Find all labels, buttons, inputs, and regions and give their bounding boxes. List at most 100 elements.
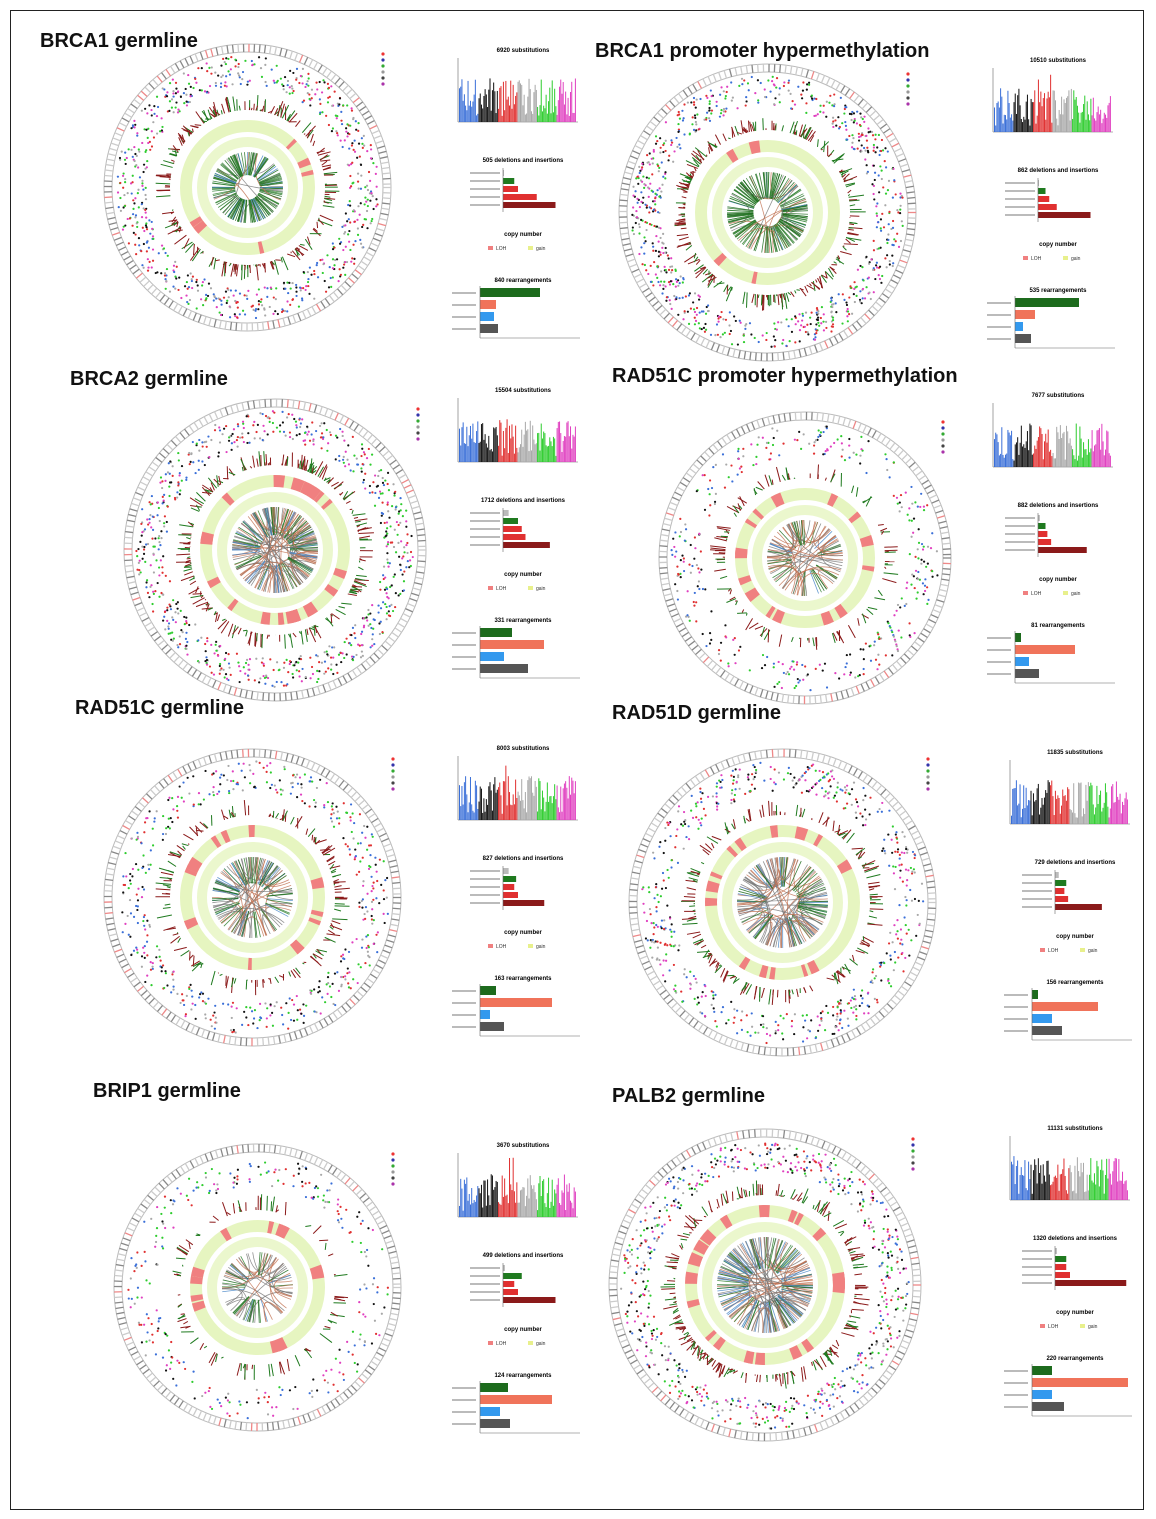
copy-number-ring — [200, 475, 350, 625]
spectrum-bar — [490, 110, 492, 122]
spectrum-bar — [1036, 440, 1038, 467]
spectrum-bar — [1084, 1191, 1086, 1200]
spectrum-bar — [1046, 98, 1048, 132]
spectrum-bar — [1081, 111, 1083, 132]
spectrum-bar — [1061, 437, 1063, 467]
spectrum-bar — [534, 1192, 536, 1217]
spectrum-bar — [461, 79, 463, 122]
rearrangements-label: 156 rearrangements — [1046, 980, 1104, 986]
spectrum-bar — [548, 1177, 550, 1217]
indel-bar — [1055, 880, 1067, 886]
spectrum-bar — [489, 1205, 491, 1217]
spectrum-bar — [1037, 437, 1039, 467]
rearrangement-bar — [480, 640, 544, 649]
gain-legend-label: gain — [1071, 591, 1081, 597]
rearrangement-bar — [1032, 1378, 1128, 1387]
spectrum-bar — [1108, 1158, 1110, 1200]
spectrum-bar — [573, 793, 575, 820]
spectrum-bar — [561, 451, 563, 462]
spectrum-bar — [1113, 1161, 1115, 1200]
spectrum-bar — [515, 425, 517, 462]
spectrum-bar — [1123, 804, 1125, 824]
spectrum-bar — [1058, 1190, 1060, 1200]
rearrangement-bar — [480, 998, 552, 1007]
spectrum-bar — [549, 437, 551, 462]
spectrum-bar — [573, 436, 575, 462]
spectrum-bar — [523, 434, 525, 462]
spectrum-bar — [524, 421, 526, 462]
indel-chart — [1022, 1246, 1127, 1290]
copy-number-ring — [705, 825, 860, 980]
spectrum-bar — [1062, 433, 1064, 467]
indel-ring — [674, 118, 866, 311]
spectrum-bar — [1059, 425, 1061, 467]
spectrum-bar — [530, 1185, 532, 1217]
spectrum-bar — [559, 1203, 561, 1217]
spectrum-bar — [504, 110, 506, 122]
spectrum-bar — [1014, 1184, 1016, 1200]
spectrum-bar — [572, 112, 574, 122]
spectrum-bar — [1087, 114, 1089, 132]
spectrum-bar — [545, 94, 547, 122]
spectrum-bar — [1026, 805, 1028, 824]
spectrum-bar — [1006, 119, 1008, 132]
summary-panel: 8003 substitutions 827 deletions and inse… — [452, 746, 580, 1037]
rearrangements-label: 331 rearrangements — [494, 618, 552, 624]
spectrum-bar — [548, 445, 550, 462]
spectrum-bar — [1084, 95, 1086, 132]
spectrum-bar — [506, 1194, 508, 1217]
spectrum-bar — [478, 801, 480, 820]
spectrum-bar — [467, 80, 469, 122]
ideogram-ring — [618, 63, 917, 362]
panel-title: BRCA1 promoter hypermethylation — [595, 40, 930, 62]
spectrum-bar — [483, 798, 485, 820]
loh-legend-label: LOH — [1048, 1324, 1059, 1330]
loh-legend-label: LOH — [1031, 591, 1042, 597]
indel-ring — [172, 1194, 349, 1380]
spectrum-bar — [498, 445, 500, 462]
spectrum-bar — [548, 101, 550, 122]
ideogram-ring — [628, 748, 937, 1057]
spectrum-bar — [509, 792, 511, 820]
spectrum-bar — [1050, 449, 1052, 467]
spectrum-bar — [1052, 796, 1054, 824]
spectrum-bar — [1087, 1190, 1089, 1200]
spectrum-bar — [561, 811, 563, 820]
spectrum-bar — [1065, 97, 1067, 132]
spectrum-bar — [482, 423, 484, 462]
spectrum-bar — [1102, 1170, 1104, 1200]
spectrum-bar — [463, 782, 465, 820]
spectrum-bar — [1078, 455, 1080, 467]
indel-bar — [1038, 531, 1048, 537]
rearrangement-bar — [1015, 322, 1023, 331]
spectrum-bar — [529, 778, 531, 820]
spectrum-bar — [1017, 805, 1019, 824]
spectrum-bar — [518, 447, 520, 462]
spectrum-bar — [994, 439, 995, 467]
spectrum-bar — [500, 86, 502, 122]
spectrum-bar — [1067, 96, 1069, 132]
circos-legend — [381, 52, 385, 86]
spectrum-bar — [1019, 784, 1021, 824]
spectrum-bar — [1063, 99, 1065, 132]
indel-bar — [1038, 547, 1087, 553]
spectrum-bar — [555, 799, 557, 820]
spectrum-bar — [555, 1193, 557, 1217]
spectrum-bar — [515, 1202, 517, 1217]
spectrum-bar — [1117, 1181, 1119, 1200]
spectrum-bar — [472, 810, 474, 820]
spectrum-bar — [1102, 118, 1104, 132]
spectrum-bar — [476, 1195, 478, 1217]
spectrum-bar — [466, 794, 468, 820]
spectrum-bar — [574, 426, 576, 462]
spectrum-bar — [1029, 125, 1031, 132]
spectrum-bar — [1098, 794, 1100, 824]
spectrum-bar — [998, 455, 1000, 467]
spectrum-bar — [524, 114, 526, 122]
copy-number-label: copy number — [504, 1327, 542, 1333]
spectrum-bar — [545, 445, 547, 462]
spectrum-bar — [1059, 1174, 1061, 1200]
spectrum-bar — [546, 113, 548, 122]
spectrum-bar — [459, 1205, 460, 1217]
spectrum-bar — [1011, 114, 1013, 132]
